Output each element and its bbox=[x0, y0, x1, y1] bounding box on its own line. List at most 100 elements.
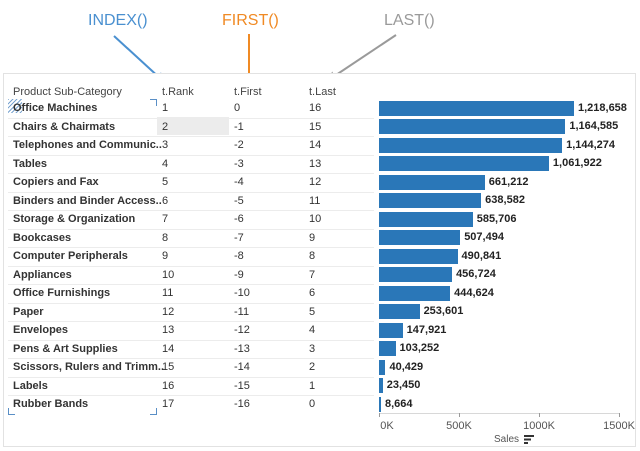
last-value[interactable]: 15 bbox=[309, 120, 322, 133]
row-separator bbox=[8, 339, 374, 341]
sales-bar[interactable] bbox=[379, 156, 549, 171]
sales-bar-label: 661,212 bbox=[488, 175, 529, 188]
rank-value[interactable]: 17 bbox=[162, 398, 175, 410]
last-value[interactable]: 1 bbox=[309, 379, 316, 392]
rank-value[interactable]: 1 bbox=[162, 102, 169, 114]
rank-value[interactable]: 12 bbox=[162, 305, 175, 318]
last-value[interactable]: 2 bbox=[309, 361, 316, 373]
last-value[interactable]: 0 bbox=[309, 398, 316, 410]
category-label[interactable]: Tables bbox=[13, 157, 48, 170]
sales-bar[interactable] bbox=[379, 341, 396, 356]
rank-value[interactable]: 15 bbox=[162, 361, 175, 373]
last-value[interactable]: 13 bbox=[309, 157, 322, 170]
rank-value[interactable]: 8 bbox=[162, 231, 169, 244]
first-value[interactable]: -3 bbox=[234, 157, 244, 170]
category-label[interactable]: Appliances bbox=[13, 268, 72, 281]
sales-bar-label: 23,450 bbox=[386, 379, 421, 391]
category-label[interactable]: Office Machines bbox=[13, 102, 98, 114]
category-label[interactable]: Office Furnishings bbox=[13, 287, 111, 299]
last-value[interactable]: 11 bbox=[309, 194, 321, 207]
last-value[interactable]: 7 bbox=[309, 268, 316, 281]
sales-bar[interactable] bbox=[379, 248, 458, 264]
sales-bar[interactable] bbox=[379, 285, 451, 301]
sales-bar[interactable] bbox=[379, 119, 566, 134]
row-separator bbox=[8, 358, 374, 359]
first-value[interactable]: -5 bbox=[234, 194, 244, 207]
rank-value[interactable]: 16 bbox=[162, 379, 175, 392]
first-value[interactable]: -6 bbox=[234, 213, 244, 225]
last-value[interactable]: 8 bbox=[309, 250, 316, 262]
sales-bar[interactable] bbox=[379, 193, 482, 208]
sales-bar[interactable] bbox=[379, 378, 383, 393]
first-value[interactable]: -10 bbox=[234, 287, 250, 299]
header-last[interactable]: t.Last bbox=[309, 86, 336, 98]
rank-value[interactable]: 13 bbox=[162, 324, 175, 336]
rank-value[interactable]: 7 bbox=[162, 213, 169, 225]
sales-bar[interactable] bbox=[379, 230, 461, 245]
last-value[interactable]: 9 bbox=[309, 231, 316, 244]
rank-value[interactable]: 3 bbox=[162, 139, 169, 151]
rank-value[interactable]: 14 bbox=[162, 342, 175, 355]
category-label[interactable]: Labels bbox=[13, 379, 48, 392]
first-value[interactable]: -11 bbox=[234, 305, 250, 318]
first-value[interactable]: -15 bbox=[234, 379, 250, 392]
sales-bar[interactable] bbox=[379, 359, 386, 375]
sales-bar[interactable] bbox=[379, 211, 473, 227]
rank-value[interactable]: 5 bbox=[162, 176, 169, 188]
first-value[interactable]: -13 bbox=[234, 342, 250, 355]
category-label[interactable]: Rubber Bands bbox=[13, 398, 89, 410]
first-value[interactable]: -1 bbox=[234, 120, 244, 133]
sales-bar[interactable] bbox=[379, 267, 453, 282]
first-value[interactable]: 0 bbox=[234, 102, 241, 114]
first-value[interactable]: -2 bbox=[234, 139, 244, 151]
first-value[interactable]: -7 bbox=[234, 231, 244, 244]
last-value[interactable]: 3 bbox=[309, 342, 316, 355]
sales-bar[interactable] bbox=[379, 396, 381, 412]
category-label[interactable]: Copiers and Fax bbox=[13, 176, 99, 188]
rank-value[interactable]: 4 bbox=[162, 157, 169, 170]
category-label[interactable]: Envelopes bbox=[13, 324, 69, 336]
header-category[interactable]: Product Sub-Category bbox=[13, 86, 122, 98]
first-value[interactable]: -4 bbox=[234, 176, 244, 188]
last-value[interactable]: 16 bbox=[309, 102, 322, 114]
first-annotation: FIRST() bbox=[222, 12, 279, 29]
header-rank[interactable]: t.Rank bbox=[162, 86, 194, 98]
rank-value[interactable]: 9 bbox=[162, 250, 169, 262]
sales-bar[interactable] bbox=[379, 174, 485, 190]
sales-bar[interactable] bbox=[379, 322, 403, 338]
last-value[interactable]: 4 bbox=[309, 324, 316, 336]
row-separator bbox=[8, 210, 374, 211]
first-value[interactable]: -16 bbox=[234, 398, 250, 410]
category-label[interactable]: Paper bbox=[13, 305, 44, 318]
category-label[interactable]: Telephones and Communic.. bbox=[13, 139, 162, 151]
x-axis-title[interactable]: Sales bbox=[494, 434, 520, 445]
category-label[interactable]: Binders and Binder Access.. bbox=[13, 194, 162, 207]
first-value[interactable]: -14 bbox=[234, 361, 250, 373]
rank-value[interactable]: 2 bbox=[162, 120, 169, 133]
sales-bar[interactable] bbox=[379, 304, 420, 319]
last-value[interactable]: 14 bbox=[309, 139, 322, 151]
last-value[interactable]: 10 bbox=[309, 213, 322, 225]
last-value[interactable]: 12 bbox=[309, 176, 322, 188]
row-separator bbox=[8, 173, 374, 174]
category-label[interactable]: Storage & Organization bbox=[13, 213, 136, 225]
header-first[interactable]: t.First bbox=[234, 86, 262, 98]
rank-value[interactable]: 11 bbox=[162, 287, 174, 299]
category-label[interactable]: Scissors, Rulers and Trimm.. bbox=[13, 361, 165, 373]
first-value[interactable]: -9 bbox=[234, 268, 244, 281]
rank-value[interactable]: 10 bbox=[162, 268, 175, 281]
category-label[interactable]: Chairs & Chairmats bbox=[13, 120, 116, 133]
last-value[interactable]: 6 bbox=[309, 287, 316, 299]
sales-bar[interactable] bbox=[379, 100, 574, 116]
first-value[interactable]: -12 bbox=[234, 324, 250, 336]
sort-descending-icon[interactable] bbox=[524, 435, 534, 444]
row-separator bbox=[8, 376, 374, 378]
rank-value[interactable]: 6 bbox=[162, 194, 169, 207]
sales-bar[interactable] bbox=[379, 137, 563, 153]
category-label[interactable]: Bookcases bbox=[13, 231, 72, 244]
sales-bar-label: 253,601 bbox=[423, 305, 464, 317]
last-value[interactable]: 5 bbox=[309, 305, 316, 318]
category-label[interactable]: Computer Peripherals bbox=[13, 250, 128, 262]
category-label[interactable]: Pens & Art Supplies bbox=[13, 342, 118, 355]
first-value[interactable]: -8 bbox=[234, 250, 244, 262]
